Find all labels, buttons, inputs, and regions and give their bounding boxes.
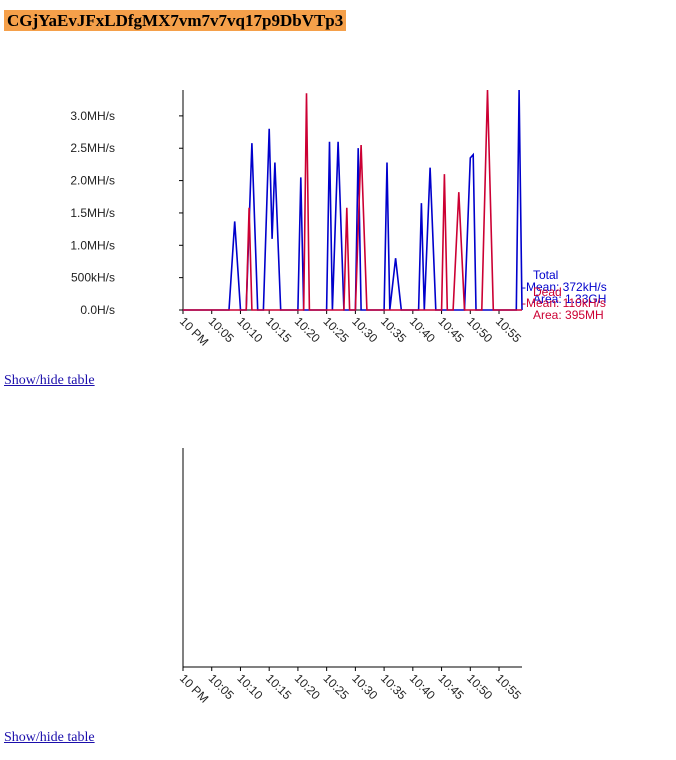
- series-line-dead: [183, 89, 522, 311]
- y-tick-label: 1.0MH/s: [70, 238, 115, 252]
- x-tick-label: 10:35: [378, 671, 409, 702]
- x-tick-label: 10:25: [321, 671, 352, 702]
- y-tick-label: 2.5MH/s: [70, 141, 115, 155]
- y-tick-label: 3.0MH/s: [70, 109, 115, 123]
- x-tick-label: 10:55: [493, 671, 524, 702]
- legend-total-mean: -Mean: 372kH/s: [522, 280, 607, 294]
- legend-total-name: Total: [533, 268, 558, 282]
- legend-total-area: Area: 1.33GH: [533, 292, 606, 306]
- y-axis-group: 0.0H/s 500kH/s 1.0MH/s 1.5MH/s 2.0MH/s 2.5MH/…: [70, 90, 184, 317]
- x-tick-label: 10 PM: [177, 671, 211, 705]
- y-tick-label: 0.0H/s: [80, 303, 115, 317]
- y-tick-label: 500kH/s: [71, 271, 115, 285]
- toggle-table-link[interactable]: Show/hide table: [4, 373, 95, 388]
- x-tick-label: 10:45: [435, 671, 466, 702]
- hashrate-chart: 0.0H/s 500kH/s 1.0MH/s 1.5MH/s 2.0MH/s 2.5MH/…: [70, 89, 607, 349]
- x-tick-label: 10:40: [407, 671, 438, 702]
- legend-dead-area: Area: 395MH: [533, 308, 604, 322]
- x-tick-label: 10:10: [234, 671, 265, 702]
- legend-dead-name: Dead: [533, 285, 562, 299]
- x-tick-label: 10:05: [206, 671, 237, 702]
- x-tick-label: 10:30: [349, 671, 380, 702]
- y-tick-label: 2.0MH/s: [70, 174, 115, 188]
- x-tick-label: 10:20: [292, 671, 323, 702]
- page-title: CGjYaEvJFxLDfgMX7vm7v7vq17p9DbVTp3: [4, 10, 347, 31]
- toggle-table-link-2[interactable]: Show/hide table: [4, 730, 95, 745]
- x-tick-label: 10:50: [464, 671, 495, 702]
- x-axis-group: 10 PM10:0510:1010:1510:2010:2510:3010:35…: [177, 666, 524, 706]
- x-tick-label: 10:15: [263, 671, 294, 702]
- series-group: [183, 89, 523, 311]
- y-tick-label: 1.5MH/s: [70, 206, 115, 220]
- legend-dead-mean: -Mean: 110kH/s: [522, 296, 606, 310]
